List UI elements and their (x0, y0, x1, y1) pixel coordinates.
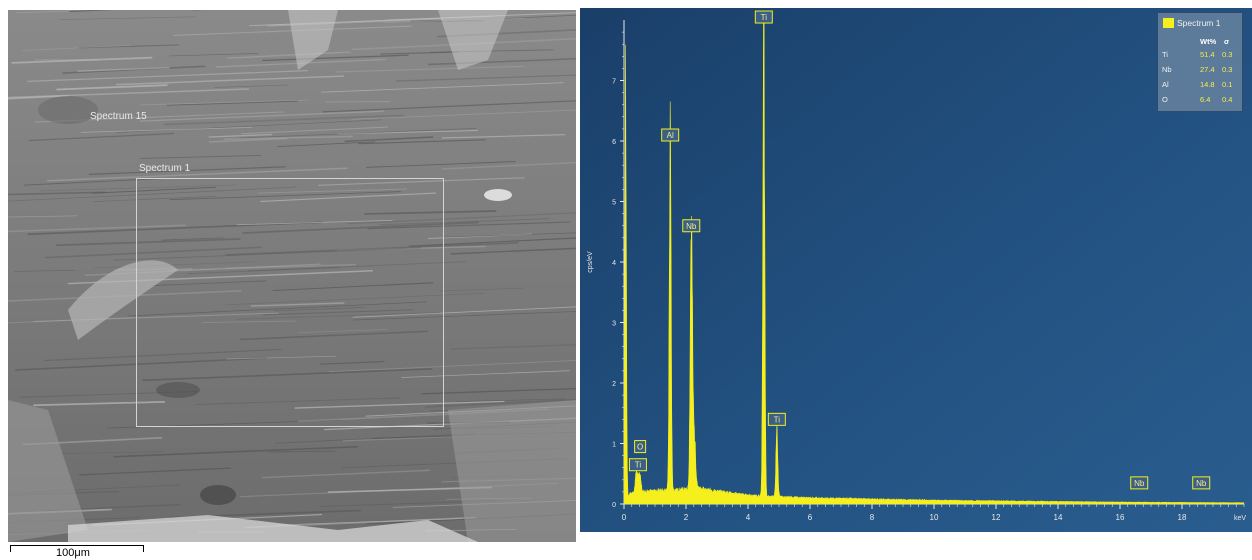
legend-row: Ti 51.4 0.3 (1162, 50, 1240, 62)
legend-sigma: 0.3 (1222, 50, 1233, 59)
spectrum-trace (623, 19, 1245, 505)
peak-label-text: Ti (635, 461, 642, 470)
peak-label: Ti (628, 458, 647, 472)
y-tick-label: 1 (612, 442, 616, 449)
y-tick-label: 0 (612, 502, 616, 509)
peak-label-text: Nb (686, 222, 697, 231)
legend-wt: 51.4 (1200, 50, 1215, 59)
x-tick-label: 8 (870, 513, 875, 522)
legend-wt: 14.8 (1200, 80, 1215, 89)
legend-title: Spectrum 1 (1177, 18, 1221, 28)
peak-label-text: O (637, 443, 643, 452)
peak-label-box (628, 458, 647, 472)
x-tick-label: 16 (1116, 513, 1125, 522)
scale-bar (10, 545, 144, 552)
legend-swatch (1163, 18, 1174, 28)
legend-row: Al 14.8 0.1 (1162, 80, 1240, 92)
y-tick-label: 5 (612, 200, 616, 207)
x-tick-label: 18 (1178, 513, 1187, 522)
peak-label-box (661, 128, 680, 142)
legend-sigma: 0.4 (1222, 95, 1233, 104)
legend-header-wt: Wt% (1200, 37, 1217, 46)
legend-element: Ti (1162, 50, 1168, 59)
legend-sigma: 0.3 (1222, 65, 1233, 74)
legend: Spectrum 1 Wt% σ Ti 51.4 0.3 Nb 27.4 0.3… (1157, 12, 1243, 112)
spectrum1-region (136, 178, 444, 427)
y-tick-label: 2 (612, 381, 616, 388)
spectrum15-label: Spectrum 15 (90, 111, 147, 122)
x-tick-label: 4 (746, 513, 751, 522)
peak-label: Ti (767, 412, 786, 426)
peak-label-box (634, 440, 647, 454)
x-tick-label: 2 (684, 513, 689, 522)
peak-label-box (1192, 476, 1211, 490)
legend-wt: 6.4 (1200, 95, 1211, 104)
legend-sigma: 0.1 (1222, 80, 1233, 89)
sem-texture (8, 10, 576, 542)
y-tick-label: 3 (612, 321, 616, 328)
legend-element: Al (1162, 80, 1169, 89)
peak-label: Nb (1192, 476, 1211, 490)
peak-label-text: Nb (1196, 479, 1207, 488)
peak-label-box (682, 219, 701, 233)
peak-label-box (1130, 476, 1149, 490)
peak-label-box (754, 10, 773, 24)
legend-wt: 27.4 (1200, 65, 1215, 74)
peak-label-text: Al (667, 131, 674, 140)
peak-label: Nb (1130, 476, 1149, 490)
spectrum1-label: Spectrum 1 (139, 163, 191, 174)
y-tick-label: 6 (612, 139, 616, 146)
x-tick-label: 0 (622, 513, 627, 522)
chart-background (580, 8, 1252, 532)
peak-label: Nb (682, 219, 701, 233)
peak-label-text: Ti (761, 13, 768, 22)
peak-label-text: Ti (774, 415, 781, 424)
y-axis-label: cps/eV (587, 251, 594, 273)
scale-bar-label: 100μm (56, 547, 90, 559)
peak-label-text: Nb (1134, 479, 1145, 488)
legend-row: O 6.4 0.4 (1162, 95, 1240, 107)
x-tick-label: 10 (930, 513, 939, 522)
y-tick-label: 4 (612, 260, 616, 267)
legend-element: O (1162, 95, 1168, 104)
peak-label: Ti (754, 10, 773, 24)
x-tick-label: 14 (1054, 513, 1063, 522)
x-axis-label: keV (1234, 515, 1246, 522)
sem-micrograph: Spectrum 15 Spectrum 1 (8, 10, 576, 542)
legend-element: Nb (1162, 65, 1172, 74)
legend-header-sigma: σ (1224, 37, 1230, 46)
x-tick-label: 6 (808, 513, 813, 522)
x-tick-label: 12 (992, 513, 1001, 522)
y-tick-label: 7 (612, 79, 616, 86)
peak-label-box (767, 412, 786, 426)
legend-row: Nb 27.4 0.3 (1162, 65, 1240, 77)
peak-label: Al (661, 128, 680, 142)
peak-label: O (634, 440, 647, 454)
